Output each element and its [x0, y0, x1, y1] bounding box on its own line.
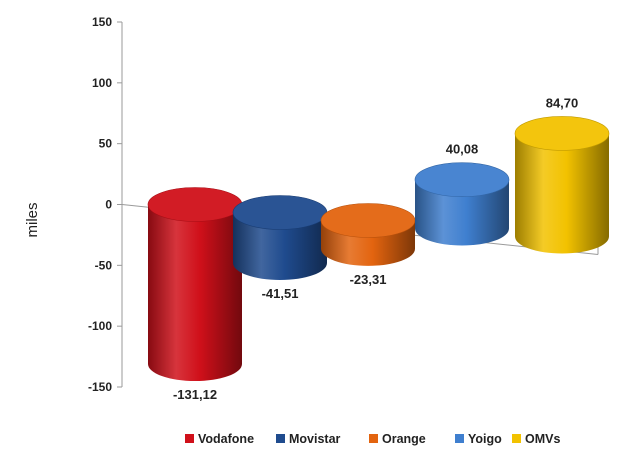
bar-orange — [320, 203, 416, 266]
data-label-orange: -23,31 — [350, 272, 387, 287]
cylinder-body — [515, 133, 609, 254]
cylinder-body — [148, 204, 242, 382]
legend: Vodafone Movistar Orange Yoigo OMVs — [185, 432, 560, 446]
legend-label: OMVs — [525, 432, 560, 446]
data-label-yoigo: 40,08 — [446, 142, 479, 157]
cylinder-body — [233, 212, 327, 281]
y-tick-label: 100 — [92, 76, 112, 90]
y-tick-label: -50 — [95, 258, 113, 272]
legend-swatch — [512, 434, 521, 443]
bar-series — [147, 116, 610, 382]
legend-swatch — [185, 434, 194, 443]
y-tick-label: -100 — [88, 319, 112, 333]
bar-vodafone — [147, 187, 243, 382]
y-tick-label: 50 — [99, 137, 113, 151]
y-tick-label: 150 — [92, 15, 112, 29]
y-tick-label: 0 — [105, 198, 112, 212]
cylinder-top — [232, 195, 328, 230]
legend-label: Vodafone — [198, 432, 254, 446]
y-axis-title: miles — [24, 202, 41, 237]
bar-omvs — [514, 116, 610, 254]
cylinder-top — [147, 187, 243, 222]
data-labels: -131,12 -41,51 -23,31 40,08 84,70 — [173, 95, 578, 402]
legend-label: Yoigo — [468, 432, 502, 446]
y-tick-label: -150 — [88, 380, 112, 394]
cylinder-top — [514, 116, 610, 151]
legend-swatch — [455, 434, 464, 443]
bar-yoigo — [414, 162, 510, 246]
data-label-movistar: -41,51 — [262, 286, 299, 301]
y-axis-ticks: 150 100 50 0 -50 -100 -150 — [88, 15, 122, 394]
cylinder-top — [320, 203, 416, 238]
data-label-omvs: 84,70 — [546, 95, 579, 110]
legend-swatch — [369, 434, 378, 443]
data-label-vodafone: -131,12 — [173, 387, 217, 402]
bar-movistar — [232, 195, 328, 281]
cylinder-top — [414, 162, 510, 198]
legend-label: Orange — [382, 432, 426, 446]
legend-swatch — [276, 434, 285, 443]
cylinder-body — [415, 179, 509, 246]
legend-label: Movistar — [289, 432, 341, 446]
